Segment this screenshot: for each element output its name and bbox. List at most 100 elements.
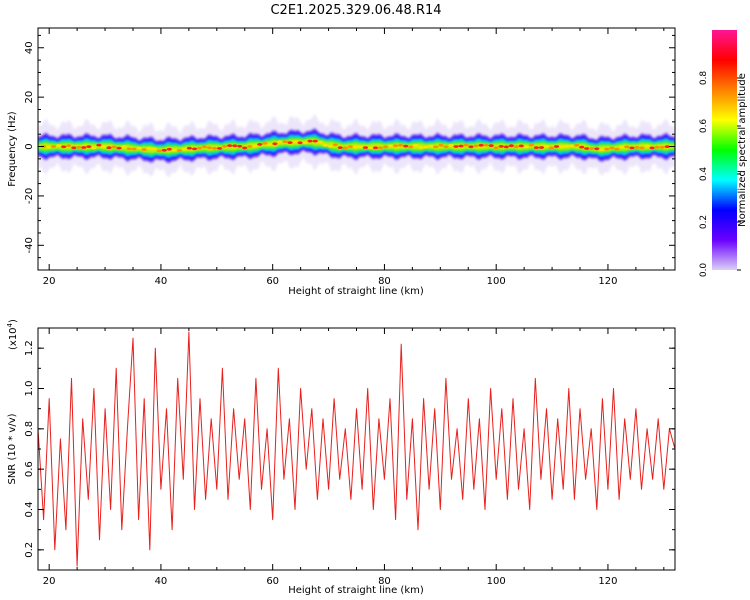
- band-peak: [503, 145, 509, 149]
- spectrogram-ytick-label: 0: [24, 143, 35, 149]
- band-peak: [277, 140, 283, 144]
- spectrogram-xtick-label: 80: [378, 276, 391, 287]
- band-peak: [533, 146, 540, 150]
- band-peak: [131, 147, 137, 151]
- spectrogram-xtick-label: 120: [598, 276, 617, 287]
- spectrogram-ytick-label: -20: [24, 188, 35, 204]
- band-peak: [51, 145, 57, 148]
- band-peak: [528, 143, 535, 147]
- spectrogram-band: [38, 113, 675, 178]
- band-peak: [217, 147, 223, 150]
- band-peak: [302, 141, 308, 145]
- snr-panel: 20 40 60 80 100 120 0.2 0.4 0.6 0.8 1.0 1.2 Height …: [6, 319, 676, 596]
- band-peak: [232, 144, 238, 148]
- band-peak: [377, 146, 384, 150]
- band-peak: [553, 145, 560, 148]
- band-peak: [292, 140, 298, 143]
- band-peak: [624, 145, 630, 149]
- band-peak: [267, 143, 273, 147]
- spectrogram-ytick-label: 40: [24, 41, 35, 54]
- band-peak: [181, 147, 187, 151]
- band-peak: [538, 146, 545, 149]
- snr-ytick-label: 0.4: [24, 502, 35, 518]
- band-peak: [307, 139, 313, 143]
- band-peak: [332, 143, 338, 147]
- band-peak: [46, 145, 52, 149]
- band-peak: [337, 146, 343, 150]
- band-peak: [463, 143, 469, 147]
- band-peak: [614, 147, 620, 151]
- band-peak: [186, 146, 192, 150]
- band-peak: [383, 145, 389, 149]
- band-peak: [206, 146, 213, 150]
- band-peak: [634, 146, 640, 149]
- band-peak: [196, 146, 203, 150]
- band-peak: [176, 149, 182, 152]
- spectrogram-xtick-label: 40: [155, 276, 168, 287]
- band-peak: [156, 149, 162, 153]
- band-peak: [393, 144, 399, 148]
- snr-xlabel: Height of straight line (km): [288, 585, 424, 596]
- band-peak: [166, 147, 172, 151]
- band-peak: [116, 146, 122, 150]
- band-peak: [272, 142, 278, 146]
- band-peak: [327, 144, 333, 148]
- band-peak: [649, 146, 655, 150]
- snr-multiplier-label: (x10: [8, 327, 19, 350]
- band-peak: [408, 145, 414, 149]
- band-peak: [141, 148, 147, 152]
- spectrogram-ytick-label: -40: [24, 237, 35, 253]
- band-peak: [247, 145, 253, 148]
- band-peak: [388, 144, 394, 148]
- snr-xtick-label: 80: [378, 576, 391, 587]
- snr-ytick-label: 1.2: [24, 340, 35, 356]
- band-peak: [372, 146, 379, 150]
- band-peak: [201, 145, 208, 149]
- band-peak: [458, 144, 464, 148]
- band-peak: [664, 145, 670, 149]
- band-peak: [518, 144, 524, 148]
- band-peak: [644, 144, 650, 148]
- snr-xtick-label: 60: [266, 576, 279, 587]
- band-peak: [121, 145, 127, 148]
- band-peak: [86, 145, 92, 149]
- band-peak: [161, 148, 167, 152]
- band-peak: [171, 148, 177, 152]
- snr-ytick-label: 1.0: [24, 381, 35, 397]
- band-peak: [413, 144, 419, 147]
- band-peak: [523, 145, 530, 149]
- band-peak: [584, 147, 590, 150]
- colorbar-tick-label: 0.8: [699, 71, 709, 86]
- band-peak: [66, 144, 72, 148]
- band-peak: [362, 146, 368, 150]
- colorbar-tick-label: 0.6: [699, 119, 709, 134]
- band-peak: [569, 144, 575, 148]
- band-peak: [257, 143, 263, 146]
- band-peak: [453, 145, 459, 148]
- band-peak: [312, 139, 318, 143]
- snr-xtick-label: 120: [598, 576, 617, 587]
- band-peak: [493, 146, 499, 150]
- band-peak: [428, 144, 434, 148]
- band-peak: [589, 147, 595, 150]
- spectrogram-ytick-label: 20: [24, 91, 35, 104]
- band-peak: [76, 145, 82, 149]
- band-peak: [473, 144, 479, 148]
- band-peak: [654, 145, 660, 149]
- spectrogram-ticks: 20 40 60 80 100 120 -40 -20 0 20 40: [24, 28, 675, 287]
- snr-ytick-label: 0.6: [24, 461, 35, 477]
- band-peak: [579, 145, 585, 149]
- spectrogram-panel: 20 40 60 80 100 120 -40 -20 0 20 40 Height of stra…: [7, 27, 676, 297]
- band-peak: [96, 143, 102, 147]
- band-peak: [262, 141, 268, 145]
- band-peak: [151, 147, 157, 151]
- band-peak: [398, 143, 404, 147]
- band-peak: [352, 145, 358, 149]
- svg-text:(x104): (x104): [6, 319, 19, 350]
- colorbar-tick-label: 0.4: [699, 167, 709, 182]
- band-peak: [659, 145, 665, 149]
- snr-ticks: 20 40 60 80 100 120 0.2 0.4 0.6 0.8 1.0 1.2: [24, 327, 675, 587]
- band-peak: [438, 143, 444, 147]
- colorbar-tick-label: 0.2: [699, 215, 709, 229]
